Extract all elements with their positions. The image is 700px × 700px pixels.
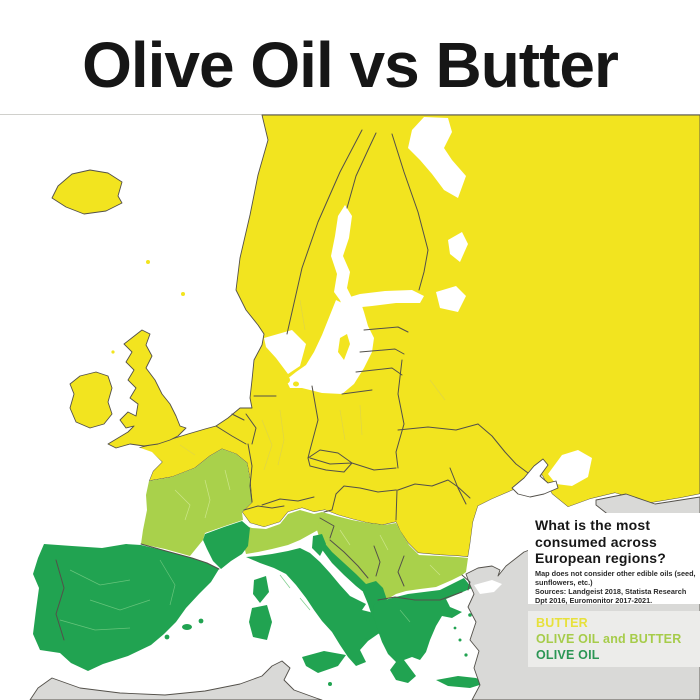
- island-sicily: [302, 651, 346, 673]
- region-north-africa: [29, 660, 323, 700]
- island-funen: [293, 381, 299, 387]
- island-corsica: [253, 576, 269, 603]
- island-mallorca: [182, 624, 192, 630]
- region-southern-france-olive: [203, 521, 250, 569]
- infobox-note: Map does not consider other edible oils …: [535, 568, 696, 587]
- region-greece-olive: [373, 578, 472, 683]
- region-west-balkans-bulgaria-mixed: [317, 512, 468, 602]
- region-istria-olive: [312, 534, 326, 556]
- island-hebrides: [111, 350, 115, 354]
- sea-gulf-of-finland: [340, 290, 424, 308]
- region-italy-olive: [246, 548, 398, 666]
- infobox-heading: What is the most consumed across Europea…: [535, 517, 666, 567]
- page-title: Olive Oil vs Butter: [82, 29, 619, 101]
- sea-of-marmara: [474, 580, 502, 594]
- island-faroe: [146, 260, 150, 264]
- island-crete: [436, 676, 486, 688]
- region-france-mixed: [141, 449, 252, 556]
- region-iberia-olive: [33, 544, 219, 671]
- island-malta: [328, 682, 332, 686]
- sea-gulf-of-bothnia: [331, 205, 352, 303]
- lake-ladoga: [436, 286, 466, 312]
- sea-baltic: [286, 300, 374, 394]
- sea-bay-of-biscay: [0, 446, 162, 481]
- country-borders: [55, 129, 529, 641]
- region-crimea-unshaded: [511, 458, 559, 498]
- island-sardinia: [249, 605, 272, 640]
- region-borders: [59, 299, 446, 631]
- island-ibiza: [164, 634, 170, 640]
- legend: BUTTER OLIVE OIL and BUTTER OLIVE OIL: [528, 611, 700, 667]
- sea-of-azov: [548, 450, 592, 486]
- legend-item-butter: BUTTER: [536, 616, 588, 630]
- region-dalmatia-olive: [318, 540, 372, 594]
- legend-item-olive-oil: OLIVE OIL: [536, 648, 600, 662]
- region-po-valley-mixed: [240, 510, 325, 554]
- lake-onega: [448, 232, 468, 262]
- island-shetland: [181, 292, 185, 296]
- map-top-edge-line: [0, 114, 700, 115]
- island-zealand: [280, 376, 290, 384]
- infobox-sources: Sources: Landgeist 2018, Statista Resear…: [535, 586, 687, 605]
- infobox: What is the most consumed across Europea…: [528, 513, 700, 605]
- island-menorca: [198, 618, 204, 624]
- sea-white-sea: [408, 117, 466, 198]
- legend-item-olive-oil-and-butter: OLIVE OIL and BUTTER: [536, 632, 682, 646]
- country-iceland: [51, 169, 123, 215]
- country-united-kingdom: [107, 329, 187, 449]
- country-ireland: [69, 371, 113, 429]
- sea-skagerrak-kattegat: [264, 330, 306, 374]
- island-gotland: [338, 334, 350, 360]
